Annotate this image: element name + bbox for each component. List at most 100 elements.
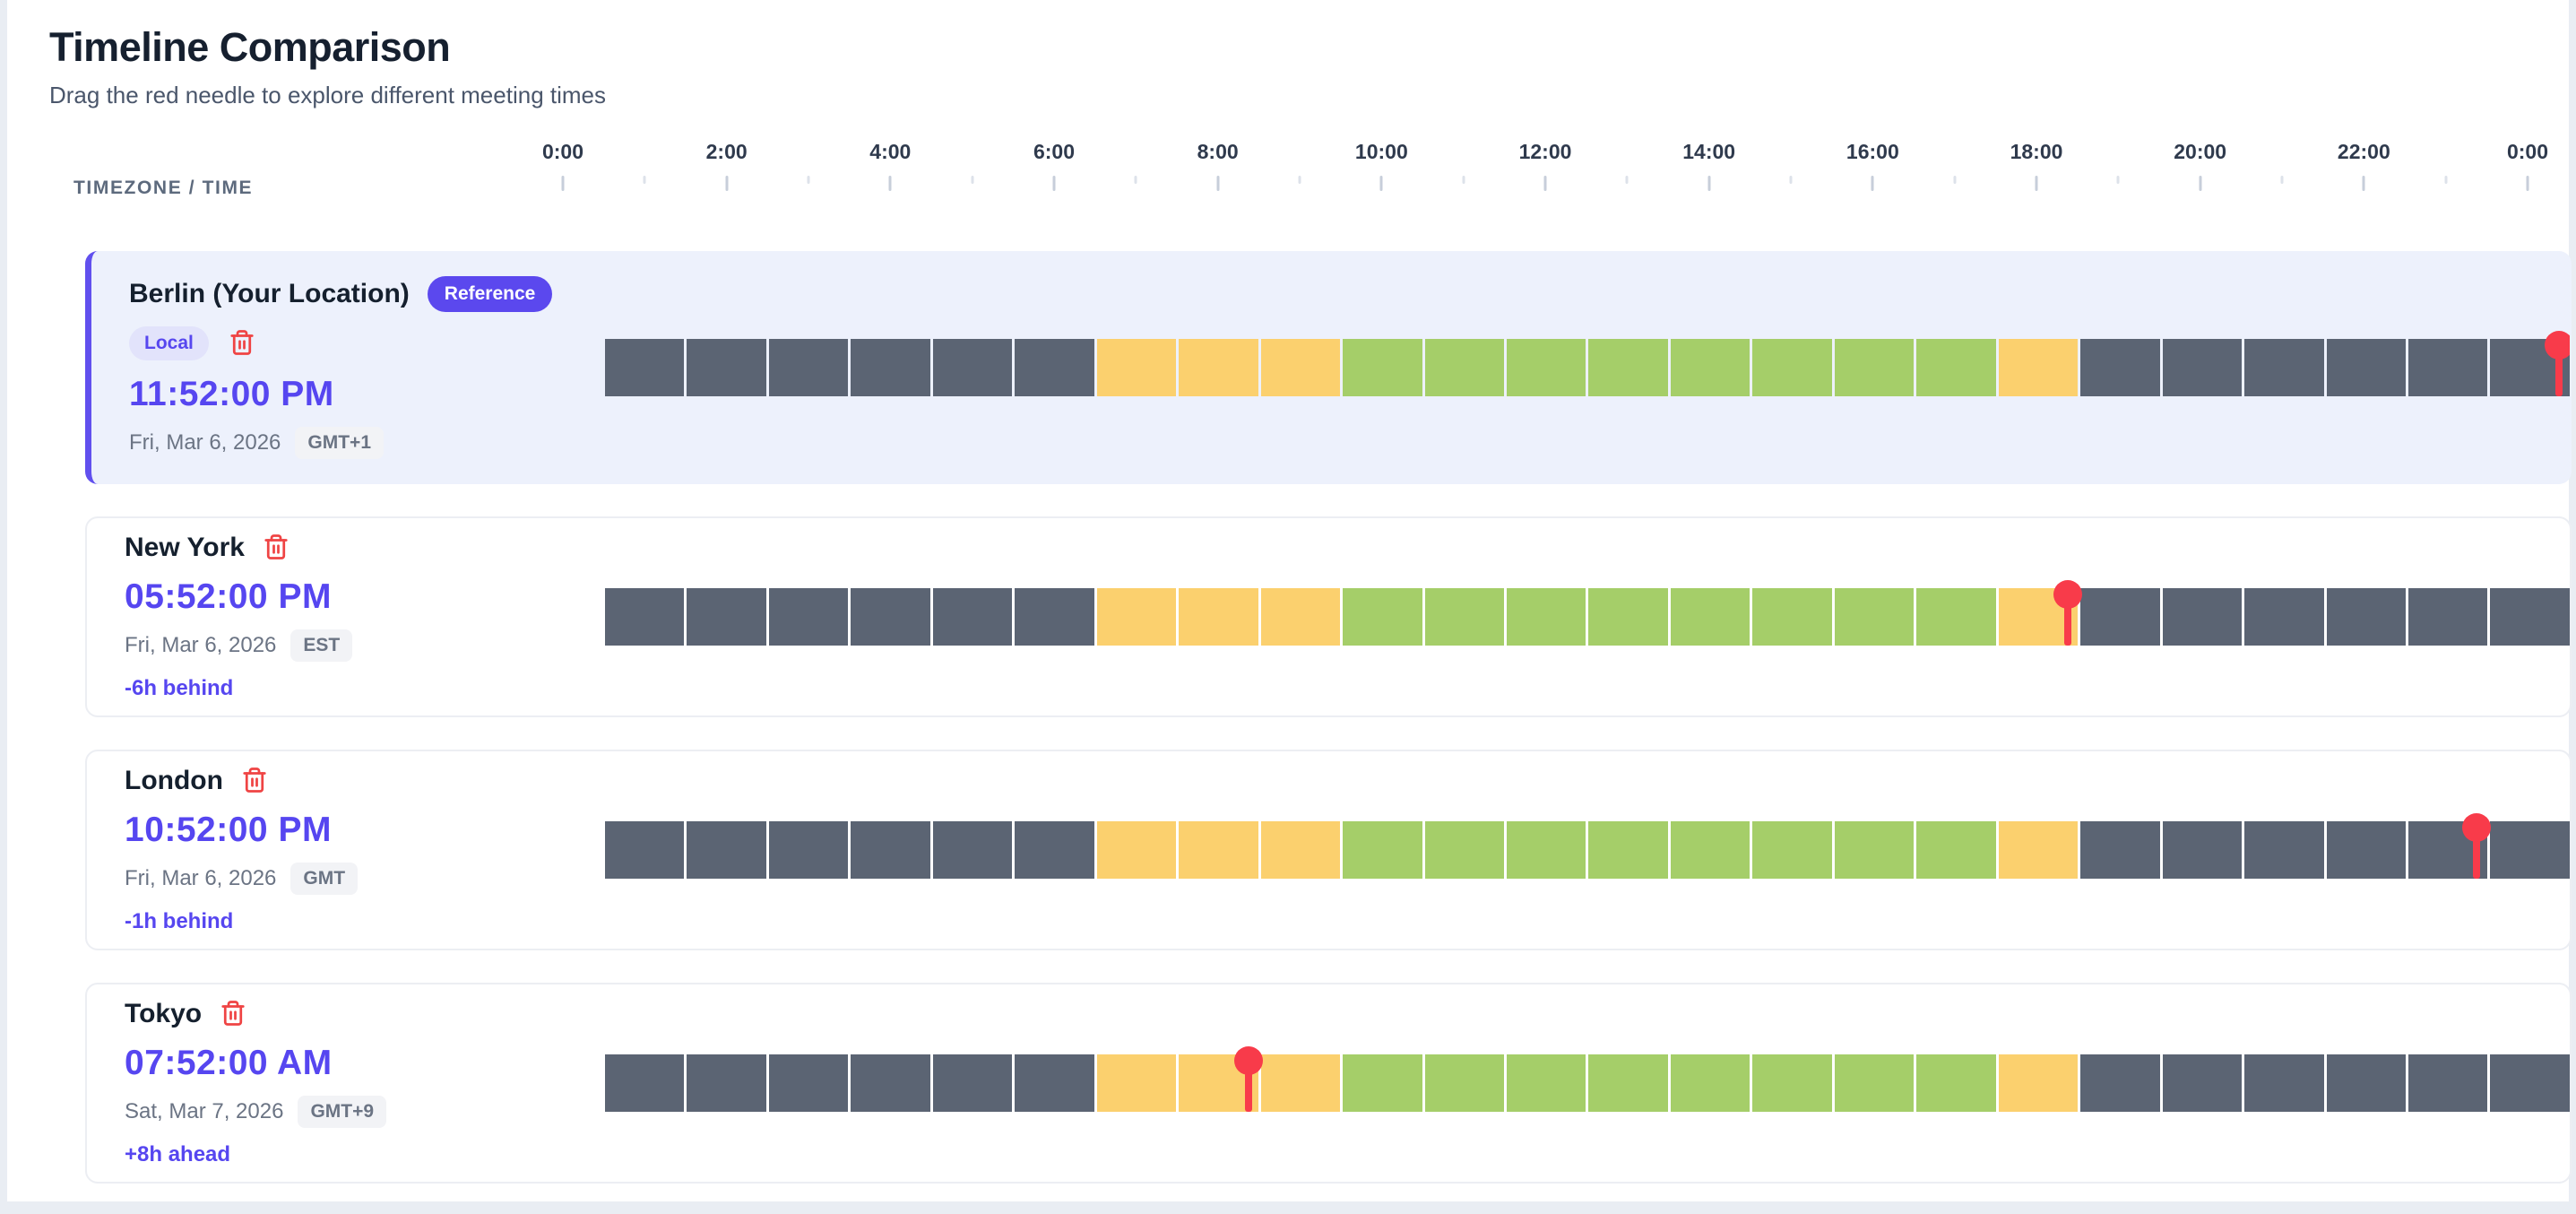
timeline-comparison-card: Timeline Comparison Drag the red needle … (7, 0, 2572, 1201)
local-badge: Local (129, 326, 209, 360)
delete-timezone-button[interactable] (220, 1000, 246, 1029)
trash-icon (241, 767, 268, 796)
hour-cell-shoulder (1096, 588, 1177, 646)
hour-cell-work (1424, 1054, 1504, 1112)
needle-head[interactable] (1234, 1046, 1264, 1075)
axis-hour-label: 20:00 (2174, 140, 2227, 163)
timezone-badge: GMT+1 (295, 427, 385, 459)
page-title: Timeline Comparison (49, 24, 451, 70)
hour-track[interactable] (605, 331, 2570, 396)
hour-cell-off (768, 1054, 849, 1112)
hour-cell-work (1588, 339, 1668, 396)
hour-track[interactable] (605, 1046, 2570, 1112)
timezone-rows: Berlin (Your Location) Reference Local 1… (85, 251, 2572, 1184)
hour-cell-off (2407, 588, 2488, 646)
hour-cell-off (2244, 588, 2324, 646)
timezone-time-column-header: TIMEZONE / TIME (73, 178, 254, 198)
axis-tick (1134, 176, 1137, 184)
hour-cell-off (851, 339, 930, 396)
hour-cell-off (2080, 588, 2160, 646)
axis-hour-label: 0:00 (2506, 140, 2549, 163)
local-date: Sat, Mar 7, 2026 (125, 1099, 284, 1123)
hour-cell-off (687, 339, 766, 396)
hour-cell-off (932, 588, 1013, 646)
hour-cell-off (605, 1054, 685, 1112)
local-time: 10:52:00 PM (125, 811, 332, 849)
hour-cell-off (687, 821, 766, 879)
hour-cell-off (605, 339, 685, 396)
needle-stem (2473, 821, 2481, 879)
axis-hour-label: 10:00 (1354, 140, 1408, 163)
hour-cell-work (1424, 588, 1504, 646)
hour-axis: 0:00 2:00 4:00 6:00 8:00 10:00 12:00 14:00 16:00… (542, 136, 2548, 204)
hour-cell-work (1343, 339, 1422, 396)
hour-cell-off (2326, 821, 2406, 879)
timezone-badge: GMT+9 (298, 1096, 387, 1128)
axis-hour-label: 2:00 (705, 140, 748, 163)
hour-cell-off (768, 339, 849, 396)
needle-head[interactable] (2544, 331, 2570, 360)
axis-hour-label: 6:00 (1033, 140, 1076, 163)
hour-cell-work (1916, 588, 1996, 646)
city-name: New York (125, 533, 245, 562)
delete-timezone-button[interactable] (241, 767, 268, 796)
axis-tick (888, 176, 892, 191)
hour-cell-off (2407, 339, 2488, 396)
hour-track[interactable] (605, 580, 2570, 646)
hour-track[interactable] (605, 813, 2570, 879)
utc-offset-difference: -6h behind (125, 676, 234, 700)
hour-cell-off (2326, 588, 2406, 646)
hour-cell-off (2244, 339, 2324, 396)
hour-cell-shoulder (1260, 588, 1341, 646)
axis-tick (1543, 176, 1547, 191)
axis-labels: 0:00 2:00 4:00 6:00 8:00 10:00 12:00 14:00 16:00… (542, 140, 2548, 167)
row-info: London 10:52:00 PM Fri, Mar 6, 2026 GMT … (87, 766, 605, 934)
local-date: Fri, Mar 6, 2026 (129, 430, 281, 455)
axis-hour-label: 22:00 (2337, 140, 2390, 163)
axis-tick (1707, 176, 1711, 191)
hour-cell-work (1916, 339, 1996, 396)
timezone-row-london: London 10:52:00 PM Fri, Mar 6, 2026 GMT … (85, 750, 2572, 950)
row-info: Tokyo 07:52:00 AM Sat, Mar 7, 2026 GMT+9… (87, 999, 605, 1167)
axis-hour-label: 12:00 (1518, 140, 1572, 163)
hour-cell-off (2490, 1054, 2570, 1112)
needle-stem (2063, 588, 2071, 646)
hour-cell-off (851, 1054, 930, 1112)
hour-cell-shoulder (1096, 1054, 1177, 1112)
axis-hour-label: 18:00 (2010, 140, 2063, 163)
hour-cell-off (2162, 1054, 2243, 1112)
hour-cell-shoulder (1096, 339, 1177, 396)
hour-cell-work (1916, 1054, 1996, 1112)
axis-tick (725, 176, 729, 191)
hour-cell-work (1343, 1054, 1422, 1112)
hour-cell-off (768, 821, 849, 879)
axis-tick (1216, 176, 1220, 191)
hour-cell-off (851, 588, 930, 646)
row-info: New York 05:52:00 PM Fri, Mar 6, 2026 ES… (87, 533, 605, 701)
hour-cell-work (1752, 339, 1832, 396)
hour-cell-work (1670, 339, 1750, 396)
hour-cell-off (932, 821, 1013, 879)
trash-icon (263, 533, 290, 563)
axis-header: TIMEZONE / TIME 0:00 2:00 4:00 6:00 8:00 10:0… (49, 136, 2569, 204)
axis-hour-label: 14:00 (1682, 140, 1736, 163)
hour-cell-off (605, 588, 685, 646)
axis-tick (1789, 176, 1793, 184)
hour-cell-work (1343, 588, 1422, 646)
local-time: 11:52:00 PM (129, 375, 334, 413)
axis-tick (2199, 176, 2202, 191)
hour-cell-shoulder (1179, 588, 1258, 646)
hour-cell-work (1916, 821, 1996, 879)
axis-tick (1462, 176, 1465, 184)
hour-cell-work (1670, 821, 1750, 879)
axis-tick (2280, 176, 2284, 184)
needle-stem (2554, 339, 2563, 396)
delete-timezone-button[interactable] (263, 533, 290, 563)
axis-hour-label: 8:00 (1197, 140, 1239, 163)
needle-head[interactable] (2462, 813, 2492, 842)
needle-head[interactable] (2053, 580, 2082, 609)
city-name: Berlin (Your Location) (129, 279, 410, 308)
hour-cell-off (2244, 821, 2324, 879)
hour-cell-work (1834, 588, 1915, 646)
delete-timezone-button[interactable] (229, 329, 255, 359)
